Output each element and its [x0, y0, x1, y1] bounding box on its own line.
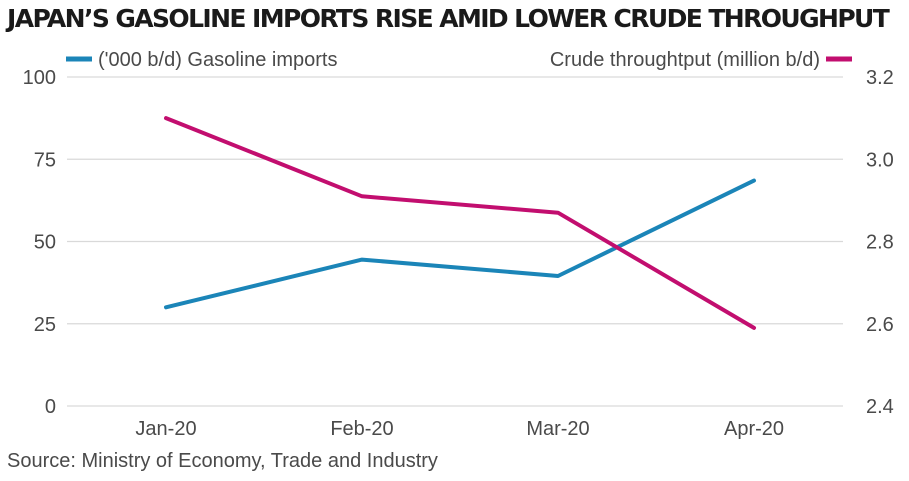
data-point: [164, 116, 168, 120]
right-axis-tick-label: 2.6: [866, 314, 894, 336]
data-point: [360, 258, 364, 262]
x-axis-tick-label: Jan-20: [135, 418, 196, 440]
left-axis-tick-label: 50: [34, 232, 56, 254]
series-lines: [164, 116, 756, 330]
left-axis-tick-label: 0: [45, 396, 56, 418]
gridlines: [67, 76, 843, 407]
data-point: [556, 211, 560, 215]
right-axis-tick-label: 2.8: [866, 232, 894, 254]
data-point: [752, 326, 756, 330]
legend-label-crude-throughput: Crude throughtput (million b/d): [550, 49, 820, 71]
right-axis-tick-label: 3.0: [866, 149, 894, 171]
x-axis-tick-label: Apr-20: [724, 418, 784, 440]
data-point: [752, 179, 756, 183]
x-axis-ticks: Jan-20 Feb-20 Mar-20 Apr-20: [135, 418, 784, 440]
series-line-crude-throughput: [164, 116, 756, 330]
source-note: Source: Ministry of Economy, Trade and I…: [7, 450, 438, 472]
series-line-gasoline-imports: [164, 178, 756, 310]
chart-title: JAPAN’S GASOLINE IMPORTS RISE AMID LOWER…: [7, 4, 890, 33]
data-point: [556, 274, 560, 278]
right-axis-tick-label: 3.2: [866, 67, 894, 89]
data-point: [360, 194, 364, 198]
left-axis-tick-label: 25: [34, 314, 56, 336]
data-point: [164, 305, 168, 309]
legend-label-gasoline-imports: ('000 b/d) Gasoline imports: [98, 49, 337, 71]
left-axis-ticks: 0 25 50 75 100: [23, 67, 56, 418]
right-axis-tick-label: 2.4: [866, 396, 894, 418]
x-axis-tick-label: Feb-20: [330, 418, 393, 440]
right-axis-ticks: 2.4 2.6 2.8 3.0 3.2: [866, 67, 894, 418]
left-axis-tick-label: 75: [34, 149, 56, 171]
left-axis-tick-label: 100: [23, 67, 56, 89]
x-axis-tick-label: Mar-20: [526, 418, 589, 440]
legend: ('000 b/d) Gasoline imports Crude throug…: [66, 49, 852, 71]
